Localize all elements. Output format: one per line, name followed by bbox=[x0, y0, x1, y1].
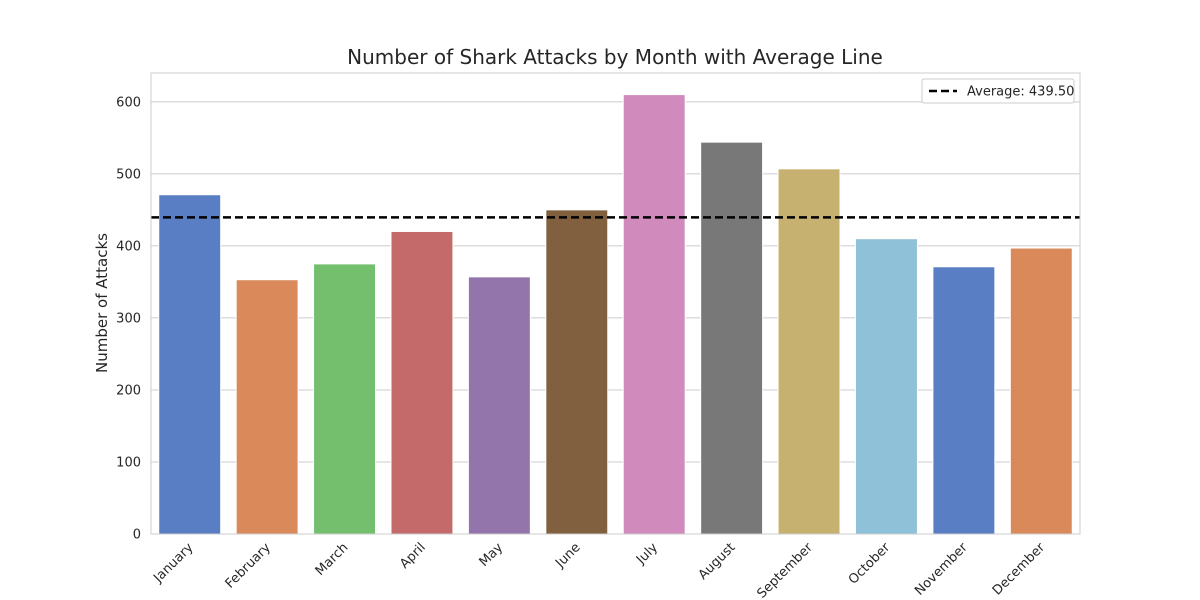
bars bbox=[158, 94, 1073, 535]
y-tick-label: 200 bbox=[116, 383, 141, 398]
y-tick-labels: 0 100 200 300 400 500 600 bbox=[116, 95, 141, 542]
legend: Average: 439.50 bbox=[921, 78, 1075, 104]
bar-september bbox=[777, 168, 841, 535]
legend-box bbox=[921, 78, 1075, 104]
bar-november bbox=[932, 266, 996, 535]
bar-january bbox=[158, 194, 222, 535]
y-tick-label: 0 bbox=[133, 528, 141, 543]
bar-april bbox=[390, 230, 454, 535]
chart-title: Number of Shark Attacks by Month with Av… bbox=[347, 45, 883, 69]
y-axis-label: Number of Attacks bbox=[93, 233, 111, 373]
plot-frame bbox=[150, 72, 1081, 535]
bar-february bbox=[235, 279, 299, 535]
legend-average-label: Average: 439.50 bbox=[967, 85, 1074, 100]
y-tick-label: 300 bbox=[116, 311, 141, 326]
y-tick-label: 500 bbox=[116, 167, 141, 182]
bar-december bbox=[1009, 247, 1073, 535]
bar-may bbox=[467, 276, 531, 535]
bar-august bbox=[700, 141, 764, 535]
bar-june bbox=[545, 209, 609, 535]
bar-july bbox=[622, 94, 686, 535]
y-tick-label: 100 bbox=[116, 455, 141, 470]
y-tick-label: 600 bbox=[116, 95, 141, 110]
y-tick-label: 400 bbox=[116, 239, 141, 254]
bar-march bbox=[313, 263, 377, 535]
bar-october bbox=[854, 238, 918, 535]
